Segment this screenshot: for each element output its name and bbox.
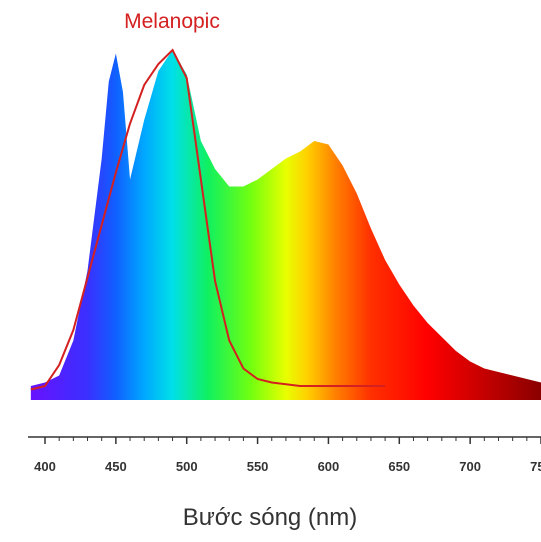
melanopic-line [30,48,386,391]
x-tick-label: 500 [176,459,198,474]
x-tick-label: 600 [318,459,340,474]
x-tick-label: 750 [530,459,541,474]
x-axis-label: Bước sóng (nm) [183,504,358,531]
x-tick-label: 550 [247,459,269,474]
x-tick-label: 450 [105,459,127,474]
x-tick-label: 650 [388,459,410,474]
x-tick-label: 700 [459,459,481,474]
x-tick-label: 400 [34,459,56,474]
spectrum-area [30,50,541,400]
annotation: Melanopic [124,10,220,33]
